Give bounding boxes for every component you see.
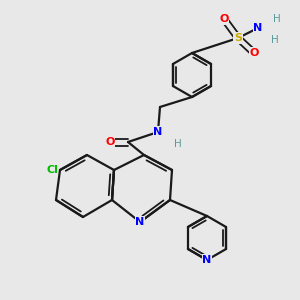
Text: N: N bbox=[202, 255, 211, 265]
Text: H: H bbox=[174, 139, 182, 149]
Text: N: N bbox=[153, 127, 163, 137]
Text: H: H bbox=[271, 35, 279, 45]
Text: H: H bbox=[273, 14, 281, 24]
Text: O: O bbox=[105, 137, 115, 147]
Text: N: N bbox=[135, 217, 145, 227]
Text: S: S bbox=[234, 33, 242, 43]
Text: O: O bbox=[219, 14, 229, 24]
Text: N: N bbox=[254, 23, 262, 33]
Text: Cl: Cl bbox=[46, 165, 58, 175]
Text: O: O bbox=[249, 48, 259, 58]
